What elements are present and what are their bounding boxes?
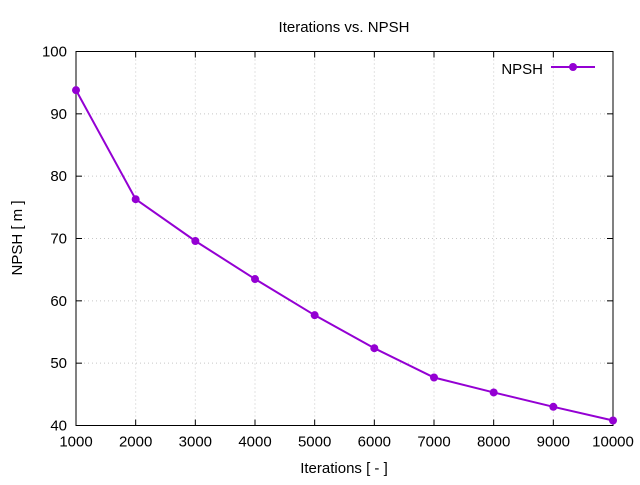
- y-tick-label: 40: [50, 418, 67, 435]
- series-group: [72, 86, 617, 425]
- series-line: [75, 89, 614, 422]
- y-axis-label: NPSH [ m ]: [9, 200, 26, 275]
- plot-frame: [75, 51, 614, 426]
- x-tick-label: 6000: [358, 434, 391, 451]
- data-point: [370, 344, 379, 353]
- legend: NPSH: [501, 61, 595, 78]
- data-point: [251, 275, 259, 284]
- data-point: [489, 388, 498, 397]
- y-tick-label: 70: [50, 231, 67, 248]
- data-point: [131, 195, 140, 204]
- x-tick-label: 7000: [417, 434, 450, 451]
- y-tick-label: 90: [50, 106, 67, 123]
- y-tick-label: 60: [50, 293, 67, 310]
- x-tick-label: 10000: [592, 434, 634, 451]
- chart-title: Iterations vs. NPSH: [279, 19, 410, 36]
- data-point: [191, 236, 200, 245]
- x-tick-label: 2000: [119, 434, 152, 451]
- legend-marker: [569, 63, 577, 71]
- data-point: [609, 416, 617, 425]
- x-tick-label: 8000: [477, 434, 510, 451]
- x-tick-label: 5000: [298, 434, 331, 451]
- y-tick-label: 80: [50, 168, 67, 185]
- grid: [76, 51, 613, 426]
- x-axis-label: Iterations [ - ]: [300, 460, 388, 477]
- data-point: [549, 402, 558, 411]
- x-tick-label: 4000: [238, 434, 271, 451]
- x-tick-label: 3000: [179, 434, 212, 451]
- legend-label: NPSH: [501, 61, 543, 78]
- y-tick-label: 100: [42, 44, 67, 61]
- data-point: [430, 373, 438, 382]
- data-point: [72, 86, 80, 95]
- data-point: [310, 311, 319, 320]
- ticks: 1000 2000 3000 4000 5000 6000 7000 8000 9000 1000…: [42, 44, 634, 451]
- x-tick-label: 9000: [537, 434, 570, 451]
- y-tick-label: 50: [50, 355, 67, 372]
- x-tick-label: 1000: [59, 434, 92, 451]
